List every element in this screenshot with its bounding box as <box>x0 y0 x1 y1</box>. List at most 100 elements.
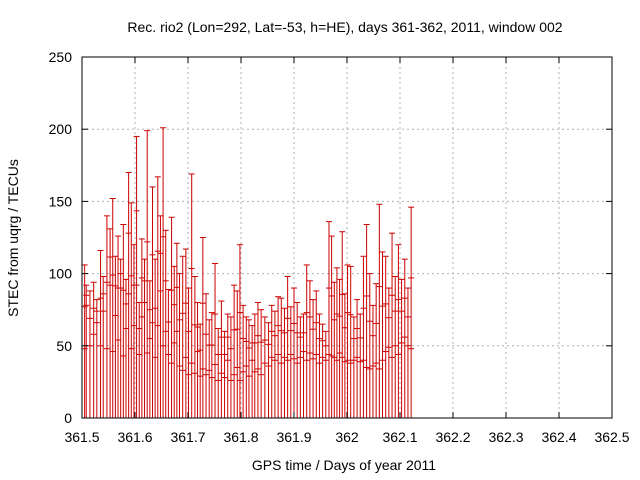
y-tick-labels: 0 50 100 150 200 250 <box>49 49 73 426</box>
error-bar-point <box>350 316 357 418</box>
error-bar-point <box>117 258 124 418</box>
error-bar-point <box>344 264 351 418</box>
error-bar-point <box>215 327 222 418</box>
error-bar-point <box>339 231 346 418</box>
error-bar-point <box>103 215 110 418</box>
error-bar-point <box>107 228 114 418</box>
error-bar-point <box>287 306 294 418</box>
x-tick-label: 362.2 <box>435 429 470 445</box>
error-bar-point <box>398 278 405 418</box>
error-bar-point <box>231 284 238 418</box>
y-tick-label: 100 <box>49 266 73 282</box>
error-bar-point <box>265 322 272 418</box>
error-bar-point <box>146 280 153 418</box>
error-bar-point <box>306 280 313 418</box>
y-tick-label: 250 <box>49 49 73 65</box>
error-bar-point <box>120 224 127 418</box>
error-bar-point <box>284 275 291 418</box>
grid-lines <box>82 57 612 418</box>
error-bar-point <box>128 202 135 418</box>
error-bar-point <box>203 293 210 418</box>
error-bar-point <box>97 249 104 418</box>
error-bar-point <box>328 235 335 418</box>
error-bar-point <box>199 237 206 418</box>
error-bar-point <box>81 264 88 418</box>
error-bar-point <box>136 301 143 418</box>
error-bar-point <box>347 265 354 418</box>
error-bar-point <box>310 299 317 418</box>
error-bar-point <box>278 297 285 418</box>
error-bar-point <box>258 309 265 418</box>
error-bar-point <box>133 135 140 418</box>
error-bar-point <box>376 203 383 418</box>
error-bar-point <box>300 313 307 418</box>
error-bar-point <box>331 281 338 418</box>
x-tick-label: 361.7 <box>170 429 205 445</box>
error-bar-point <box>271 310 278 418</box>
error-bar-point <box>218 300 225 418</box>
error-bar-point <box>173 242 180 418</box>
error-bar-point <box>152 258 159 418</box>
x-tick-label: 362.5 <box>594 429 629 445</box>
error-bar-point <box>379 251 386 418</box>
error-bar-point <box>319 323 326 418</box>
error-bar-point <box>176 273 183 418</box>
error-bars <box>81 127 415 418</box>
error-bar-point <box>168 216 175 418</box>
error-bar-point <box>93 299 100 418</box>
error-bar-point <box>130 244 137 418</box>
error-bar-point <box>291 287 297 418</box>
x-tick-labels: 361.5 361.6 361.7 361.8 361.9 362 362.1 362.2 36… <box>64 429 629 445</box>
error-bar-point <box>281 307 288 418</box>
x-tick-label: 361.8 <box>223 429 258 445</box>
x-tick-label: 361.5 <box>64 429 99 445</box>
error-bar-point <box>236 244 243 418</box>
error-bar-point <box>208 312 215 418</box>
error-bar-point <box>297 316 304 418</box>
error-bar-point <box>251 313 258 418</box>
error-bar-point <box>325 221 332 418</box>
error-bar-point <box>86 290 93 418</box>
error-bar-point <box>185 287 192 418</box>
error-bar-point <box>197 323 204 418</box>
x-tick-label: 362.3 <box>488 429 523 445</box>
error-bar-point <box>188 173 195 418</box>
error-bar-point <box>401 258 408 418</box>
error-bar-point <box>224 313 231 418</box>
error-bar-point <box>90 281 97 418</box>
error-bar-point <box>171 265 178 418</box>
error-bar-point <box>182 248 189 418</box>
error-bar-point <box>144 130 151 418</box>
y-tick-label: 200 <box>49 121 73 137</box>
error-bar-point <box>404 287 411 418</box>
error-bar-point <box>408 206 415 418</box>
error-bar-point <box>122 278 129 418</box>
x-axis-label: GPS time / Days of year 2011 <box>252 457 436 473</box>
error-bar-point <box>395 244 402 418</box>
error-bar-point <box>141 258 148 418</box>
x-tick-label: 361.6 <box>117 429 152 445</box>
y-tick-label: 0 <box>64 410 72 426</box>
error-bar-point <box>240 304 247 418</box>
x-tick-label: 362.4 <box>541 429 576 445</box>
error-bar-point <box>254 301 261 418</box>
x-tick-label: 361.9 <box>276 429 311 445</box>
error-bar-point <box>392 275 399 418</box>
error-bar-point <box>313 290 320 418</box>
error-bar-point <box>389 232 396 418</box>
error-bar-point <box>354 299 361 418</box>
error-bar-point <box>83 284 90 418</box>
error-bar-point <box>363 224 370 418</box>
error-bar-point <box>162 229 169 418</box>
error-bar-point <box>373 283 380 418</box>
x-tick-label: 362.1 <box>382 429 417 445</box>
error-bar-point <box>245 319 252 418</box>
error-bar-point <box>369 304 376 418</box>
error-bar-point <box>157 215 164 418</box>
error-bar-point <box>234 290 241 418</box>
error-bar-point <box>382 255 389 418</box>
error-bar-point <box>268 304 275 418</box>
error-bar-point <box>294 301 301 418</box>
y-tick-label: 50 <box>56 338 72 354</box>
